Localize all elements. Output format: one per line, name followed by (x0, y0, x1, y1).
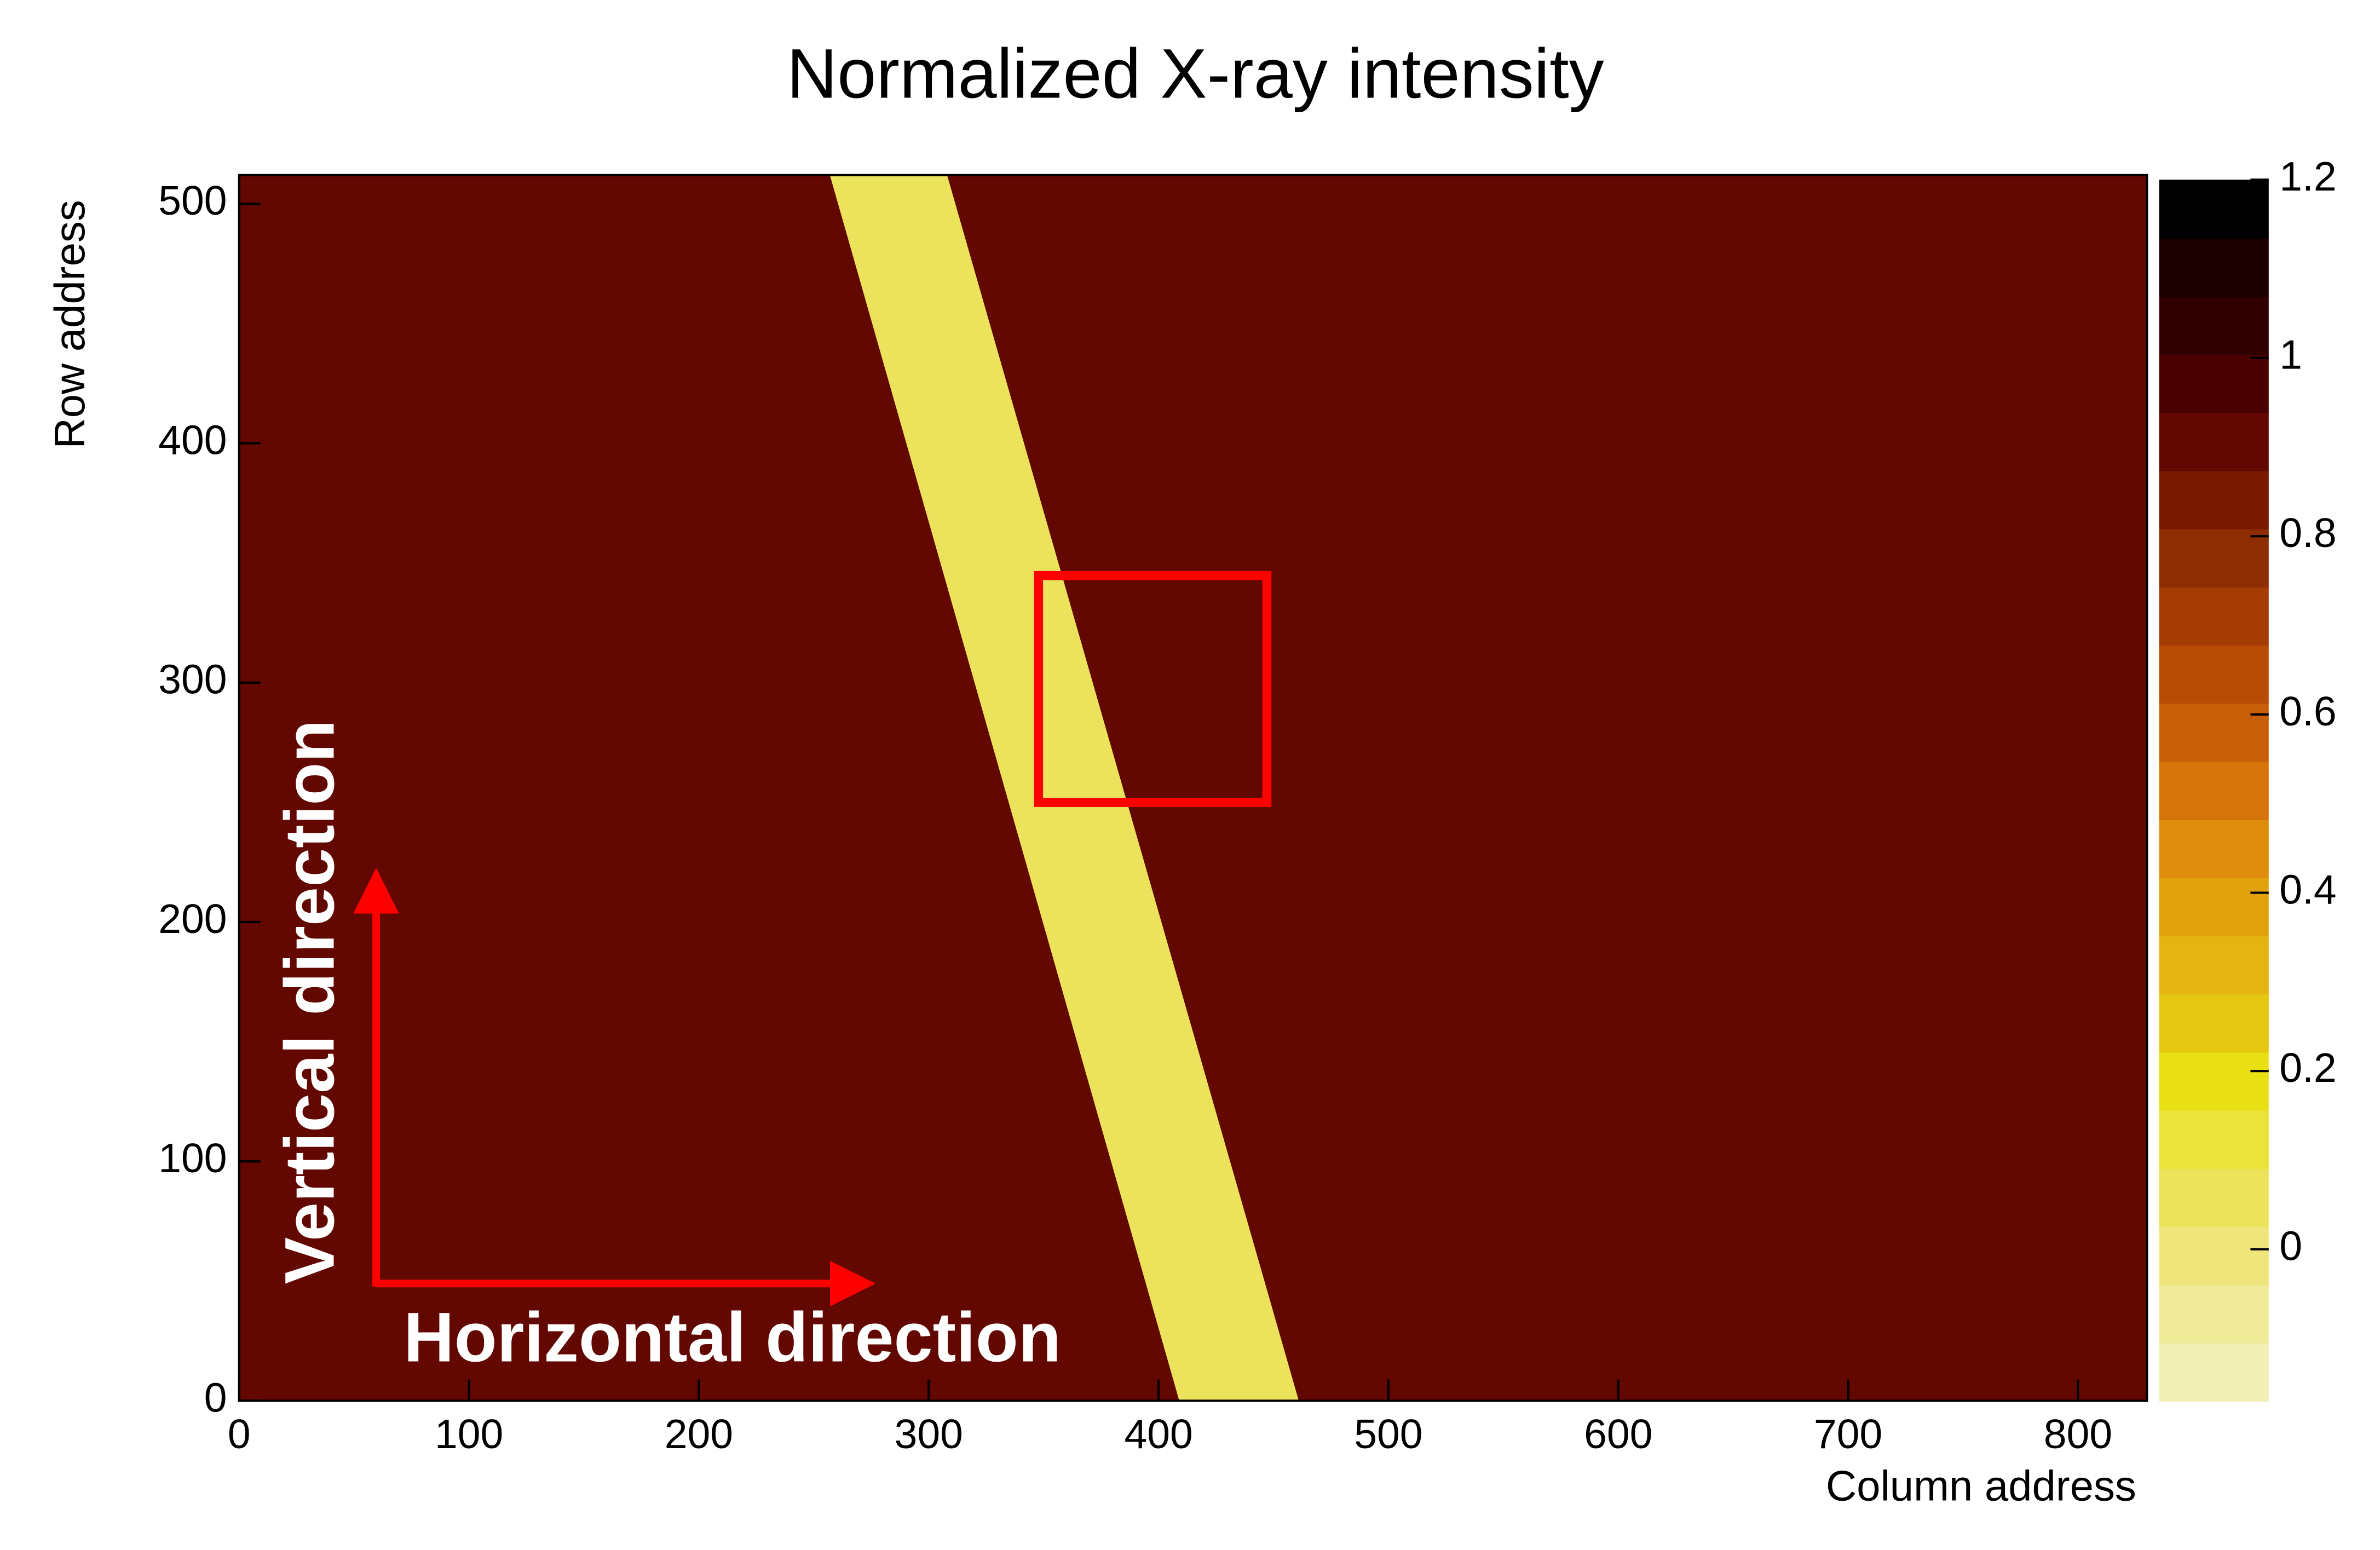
plot-area: 0 100 200 300 400 500 600 700 800 0 100 200 300 400 50… (158, 153, 2336, 1457)
colorbar-swatch (2159, 994, 2269, 1053)
colorbar-swatch (2159, 238, 2269, 297)
colorbar-tick-label: 0.8 (2279, 510, 2336, 556)
colorbar-swatch (2159, 644, 2269, 704)
chart-title: Normalized X-ray intensity (787, 34, 1604, 113)
colorbar-swatch (2159, 1052, 2269, 1111)
colorbar-swatch (2159, 819, 2269, 879)
annotation: Vertical direction (271, 719, 349, 1284)
colorbar-swatch (2159, 1226, 2269, 1286)
colorbar-swatch (2159, 1284, 2269, 1344)
y-tick-label: 400 (158, 417, 227, 463)
x-tick-label: 300 (895, 1411, 963, 1457)
colorbar-tick-label: 1.2 (2279, 153, 2336, 199)
colorbar-swatch (2159, 1110, 2269, 1169)
colorbar-swatch (2159, 586, 2269, 646)
y-tick-label: 300 (158, 656, 227, 702)
x-tick-label: 600 (1584, 1411, 1652, 1457)
colorbar-swatch (2159, 703, 2269, 762)
colorbar-swatch (2159, 412, 2269, 471)
colorbar-swatch (2159, 296, 2269, 355)
x-tick-label: 800 (2044, 1411, 2112, 1457)
y-tick-label: 500 (158, 177, 227, 223)
colorbar-swatch (2159, 1168, 2269, 1228)
colorbar-tick-label: 0.4 (2279, 866, 2336, 912)
colorbar-swatch (2159, 935, 2269, 995)
highlight-box (1034, 571, 1272, 807)
colorbar-swatch (2159, 470, 2269, 529)
overlay: Vertical direction Horizontal direction (271, 571, 1272, 1377)
x-tick-label: 400 (1124, 1411, 1192, 1457)
y-tick-label: 0 (204, 1374, 227, 1420)
colorbar-swatch (2159, 354, 2269, 413)
x-axis-label: Column address (1826, 1462, 2136, 1509)
heatmap-band (829, 175, 1299, 1401)
x-tick-label: 500 (1354, 1411, 1422, 1457)
colorbar-tick-label: 0.6 (2279, 688, 2336, 734)
x-tick-label: 0 (228, 1411, 251, 1457)
y-axis-label: Row address (47, 200, 94, 448)
colorbar-tick-label: 1 (2279, 332, 2302, 378)
colorbar-swatch (2159, 1342, 2269, 1402)
y-tick-label: 100 (158, 1135, 227, 1181)
colorbar-tick-label: 0 (2279, 1223, 2302, 1269)
colorbar-swatch (2159, 761, 2269, 820)
colorbar-tick-label: 0.2 (2279, 1045, 2336, 1091)
x-tick-label: 200 (665, 1411, 733, 1457)
plot-frame (238, 174, 2148, 1402)
colorbar-swatch (2159, 877, 2269, 937)
colorbar-swatch (2159, 528, 2269, 587)
x-tick-label: 700 (1814, 1411, 1882, 1457)
y-tick-label: 200 (158, 896, 227, 942)
x-tick-label: 100 (435, 1411, 503, 1457)
colorbar-swatch (2159, 180, 2269, 239)
annotation: Horizontal direction (404, 1299, 1061, 1377)
